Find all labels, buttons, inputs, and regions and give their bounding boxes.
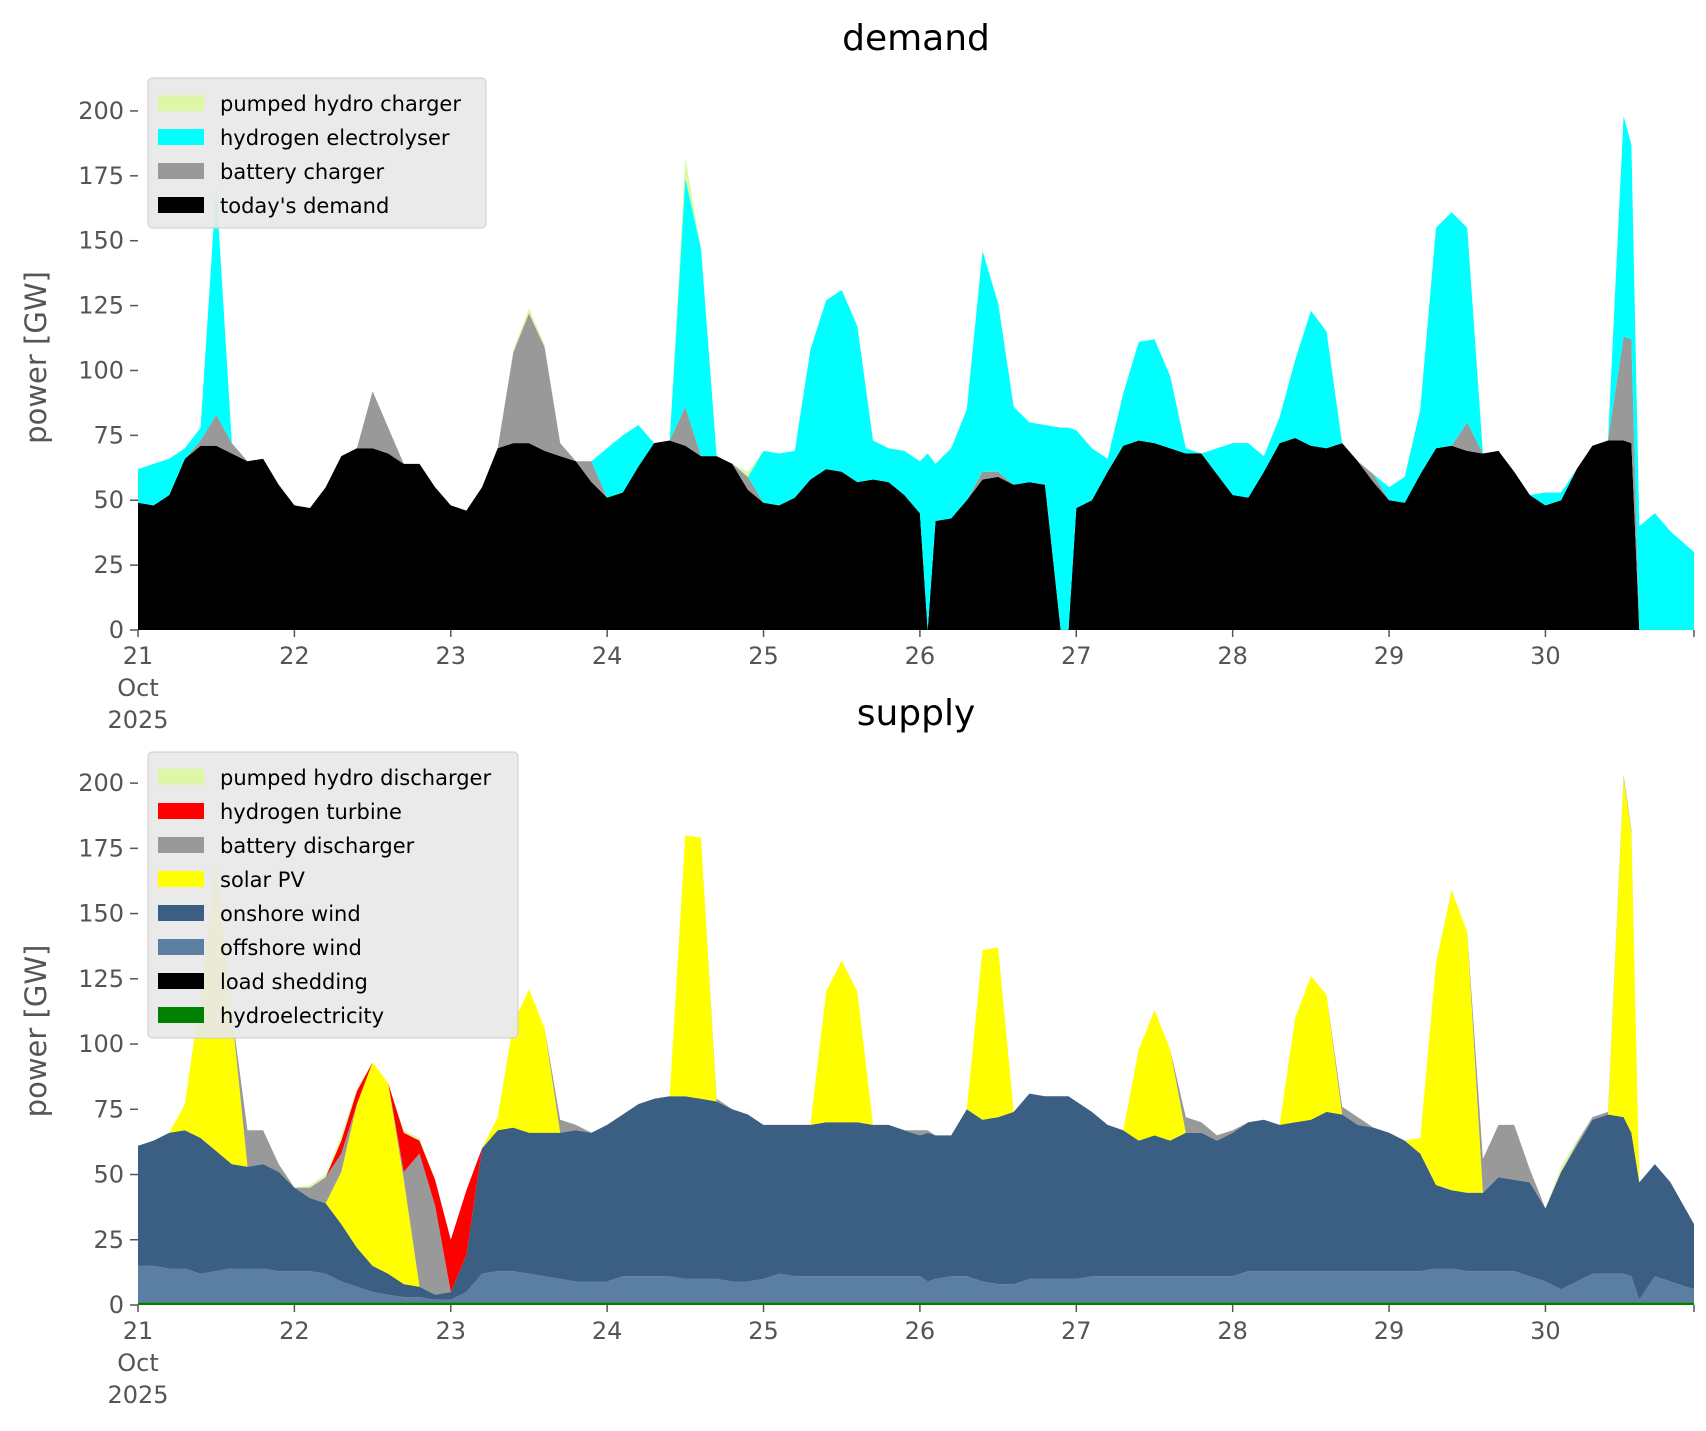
chart-demand: demand 0 25 50 75 100 125 150 175 200 21 22 23 24 25 26… — [19, 18, 1695, 734]
x-tick-label: 28 — [1217, 642, 1248, 670]
x-tick-label: 21 — [123, 1317, 154, 1345]
chart-supply: supply 0 25 50 75 100 125 150 175 200 21 22 23 24 25 26… — [19, 693, 1695, 1409]
x-tick-label: 23 — [435, 642, 466, 670]
legend-swatch — [158, 197, 204, 213]
y-tick-label: 125 — [78, 965, 124, 993]
x-tick-label: 22 — [279, 642, 310, 670]
y-tick-label: 175 — [78, 162, 124, 190]
y-tick-label: 100 — [78, 356, 124, 384]
y-tick-label: 75 — [93, 421, 124, 449]
x-tick-label: 30 — [1530, 1317, 1561, 1345]
legend-label: load shedding — [220, 970, 368, 994]
legend-label: offshore wind — [220, 936, 362, 960]
y-tick-label: 175 — [78, 834, 124, 862]
legend-box — [147, 77, 487, 229]
y-tick-label: 150 — [78, 227, 124, 255]
legend-swatch — [158, 95, 204, 111]
x-tick-label: 25 — [748, 1317, 779, 1345]
legend-swatch — [158, 1007, 204, 1023]
x-tick-label: 27 — [1061, 1317, 1092, 1345]
legend-swatch — [158, 837, 204, 853]
x-tick-sublabel: Oct — [117, 674, 159, 702]
area-offshore-wind — [138, 1265, 1694, 1303]
x-tick-label: 27 — [1061, 642, 1092, 670]
y-axis-title: power [GW] — [19, 945, 53, 1118]
legend-box — [147, 751, 519, 1039]
legend-swatch — [158, 973, 204, 989]
legend: pumped hydro charger hydrogen electrolyse… — [147, 77, 487, 229]
y-tick-label: 0 — [109, 1291, 124, 1319]
y-tick-label: 50 — [93, 1161, 124, 1189]
legend-label: battery discharger — [220, 834, 415, 858]
x-tick-label: 25 — [748, 642, 779, 670]
area-onshore-wind — [138, 1093, 1694, 1300]
legend-label: today's demand — [220, 194, 389, 218]
y-tick-label: 75 — [93, 1095, 124, 1123]
y-tick-label: 50 — [93, 486, 124, 514]
x-tick-label: 28 — [1217, 1317, 1248, 1345]
x-tick-label: 30 — [1530, 642, 1561, 670]
x-tick-label: 21 — [123, 642, 154, 670]
legend-label: battery charger — [220, 160, 385, 184]
chart-title: demand — [842, 18, 990, 59]
legend: pumped hydro discharger hydrogen turbine b… — [147, 751, 519, 1039]
x-tick-label: 24 — [592, 1317, 623, 1345]
legend-swatch — [158, 871, 204, 887]
y-tick-label: 150 — [78, 900, 124, 928]
y-axis-title: power [GW] — [19, 271, 53, 444]
y-tick-label: 200 — [78, 97, 124, 125]
x-tick-label: 26 — [905, 1317, 936, 1345]
x-tick-label: 29 — [1374, 1317, 1405, 1345]
legend-swatch — [158, 803, 204, 819]
x-tick-label: 26 — [905, 642, 936, 670]
x-tick-label: 23 — [435, 1317, 466, 1345]
x-tick-label: 24 — [592, 642, 623, 670]
x-tick-sublabel: Oct — [117, 1349, 159, 1377]
legend-swatch — [158, 905, 204, 921]
y-tick-label: 25 — [93, 551, 124, 579]
x-tick-sublabel: 2025 — [107, 1381, 168, 1409]
x-tick-sublabel: 2025 — [107, 706, 168, 734]
area-today-s-demand — [138, 438, 1694, 630]
legend-label: solar PV — [220, 868, 305, 892]
legend-swatch — [158, 939, 204, 955]
y-tick-label: 200 — [78, 769, 124, 797]
legend-label: hydrogen turbine — [220, 800, 402, 824]
legend-swatch — [158, 769, 204, 785]
y-tick-label: 25 — [93, 1226, 124, 1254]
legend-swatch — [158, 129, 204, 145]
legend-label: onshore wind — [220, 902, 361, 926]
area-hydroelectricity — [138, 1302, 1694, 1305]
x-tick-label: 22 — [279, 1317, 310, 1345]
legend-label: pumped hydro charger — [220, 92, 461, 116]
area-battery-charger — [138, 313, 1694, 630]
y-tick-label: 100 — [78, 1030, 124, 1058]
y-tick-label: 125 — [78, 292, 124, 320]
chart-title: supply — [857, 693, 976, 734]
legend-label: pumped hydro discharger — [220, 766, 491, 790]
y-tick-label: 0 — [109, 616, 124, 644]
x-tick-label: 29 — [1374, 642, 1405, 670]
legend-label: hydrogen electrolyser — [220, 126, 450, 150]
legend-swatch — [158, 163, 204, 179]
legend-label: hydroelectricity — [220, 1004, 384, 1028]
